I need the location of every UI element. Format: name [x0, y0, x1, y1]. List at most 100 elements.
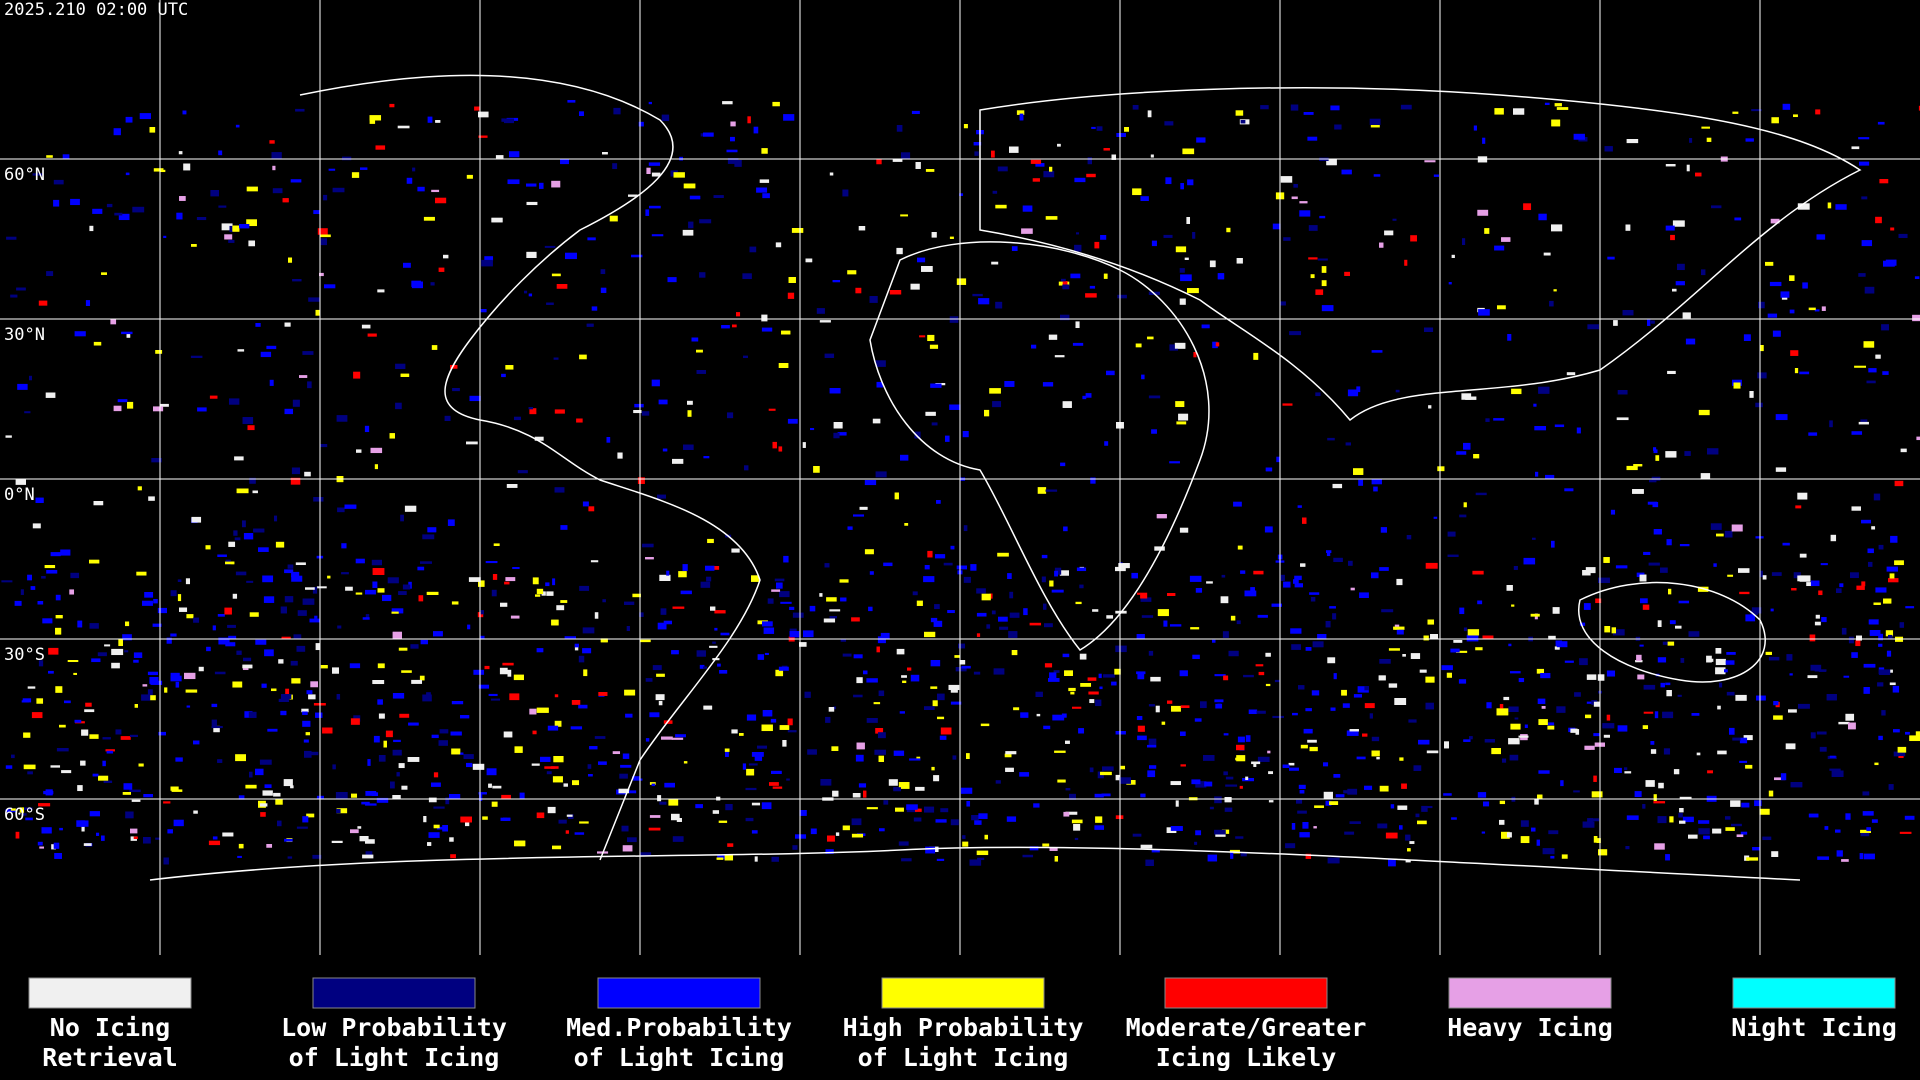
icing-speck: [1815, 614, 1820, 619]
icing-speck: [158, 731, 166, 736]
icing-speck: [500, 602, 508, 607]
icing-speck: [1807, 675, 1818, 679]
icing-speck: [84, 709, 95, 713]
icing-speck: [824, 563, 830, 568]
icing-speck: [1586, 674, 1597, 680]
icing-speck: [1302, 517, 1307, 524]
icing-speck: [285, 688, 290, 695]
icing-speck: [1236, 258, 1243, 264]
icing-speck: [1163, 234, 1173, 238]
icing-speck: [713, 195, 724, 199]
icing-speck: [253, 528, 265, 533]
icing-speck: [1147, 744, 1157, 748]
icing-speck: [1329, 801, 1339, 805]
icing-speck: [1839, 583, 1844, 588]
icing-speck: [954, 655, 961, 658]
icing-speck: [1536, 839, 1540, 846]
icing-speck: [807, 749, 817, 755]
icing-speck: [351, 172, 360, 178]
icing-speck: [687, 410, 692, 417]
icing-speck: [1019, 113, 1024, 121]
icing-speck: [825, 716, 831, 723]
icing-speck: [37, 841, 43, 846]
icing-speck: [206, 646, 211, 652]
icing-speck: [528, 407, 533, 410]
icing-speck: [302, 351, 314, 355]
icing-speck: [149, 677, 159, 684]
icing-speck: [1669, 620, 1676, 625]
icing-speck: [1642, 725, 1649, 730]
icing-speck: [958, 643, 966, 649]
icing-speck: [505, 365, 514, 370]
icing-speck: [799, 642, 807, 647]
icing-speck: [1682, 312, 1691, 319]
icing-speck: [310, 681, 319, 688]
icing-speck: [1710, 523, 1722, 530]
icing-speck: [252, 490, 258, 494]
icing-speck: [114, 212, 123, 216]
icing-speck: [1465, 396, 1477, 400]
icing-speck: [851, 818, 862, 826]
icing-speck: [392, 693, 405, 699]
icing-speck: [1485, 418, 1490, 422]
icing-speck: [1588, 818, 1600, 822]
icing-speck: [67, 660, 79, 663]
icing-speck: [1280, 176, 1293, 183]
icing-speck: [260, 351, 272, 358]
icing-speck: [1240, 570, 1246, 574]
icing-speck: [163, 801, 171, 804]
icing-speck: [1875, 216, 1882, 224]
icing-speck: [1334, 124, 1342, 130]
icing-speck: [1450, 648, 1460, 653]
icing-speck: [460, 816, 472, 823]
icing-speck: [1260, 105, 1269, 110]
icing-speck: [1377, 823, 1388, 829]
icing-speck: [1611, 627, 1617, 634]
icing-speck: [853, 694, 863, 698]
icing-speck: [15, 478, 26, 485]
icing-speck: [658, 700, 663, 706]
icing-speck: [93, 501, 104, 506]
icing-speck: [714, 627, 718, 631]
icing-speck: [1679, 808, 1684, 813]
icing-speck: [924, 565, 930, 570]
icing-speck: [564, 636, 577, 639]
icing-speck: [606, 437, 611, 443]
icing-speck: [706, 576, 712, 582]
icing-speck: [1299, 201, 1308, 204]
icing-speck: [236, 650, 242, 655]
icing-speck: [1653, 529, 1662, 535]
icing-speck: [1048, 334, 1058, 340]
icing-speck: [1009, 146, 1019, 153]
icing-speck: [1016, 110, 1025, 115]
icing-speck: [526, 251, 537, 258]
icing-speck: [1493, 418, 1505, 421]
icing-speck: [1741, 802, 1750, 808]
icing-speck: [435, 120, 441, 123]
icing-speck: [1689, 138, 1693, 143]
icing-speck: [1155, 705, 1160, 713]
icing-speck: [44, 565, 56, 569]
icing-speck: [896, 648, 905, 655]
icing-speck: [1043, 171, 1055, 178]
icing-speck: [1547, 722, 1555, 726]
latitude-label: 30°N: [4, 325, 45, 345]
icing-speck: [579, 354, 587, 360]
icing-speck: [984, 409, 990, 417]
icing-speck: [978, 813, 988, 819]
icing-speck: [621, 825, 629, 832]
icing-speck: [198, 666, 204, 672]
icing-speck: [1673, 769, 1680, 775]
icing-speck: [1396, 627, 1404, 635]
icing-speck: [1193, 352, 1197, 358]
icing-speck: [1494, 245, 1505, 251]
icing-speck: [277, 820, 282, 827]
icing-speck: [863, 670, 868, 675]
icing-speck: [472, 763, 485, 770]
icing-speck: [1214, 674, 1226, 677]
icing-speck: [660, 608, 667, 615]
icing-speck: [551, 619, 559, 626]
icing-speck: [560, 525, 568, 530]
icing-speck: [802, 442, 806, 448]
icing-speck: [913, 817, 922, 822]
